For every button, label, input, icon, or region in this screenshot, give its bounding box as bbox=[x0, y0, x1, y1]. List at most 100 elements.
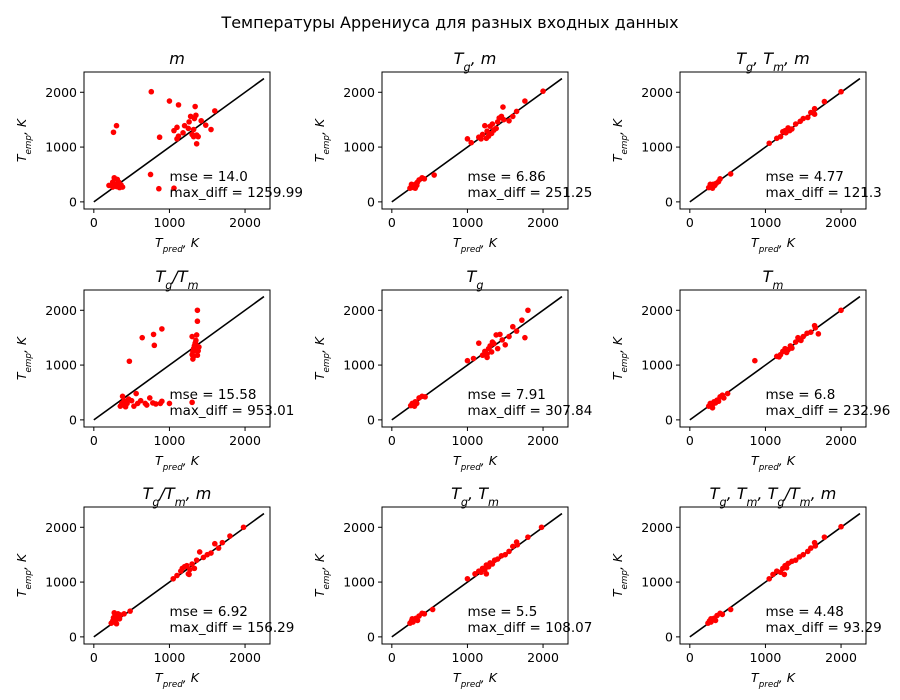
data-point bbox=[196, 549, 203, 555]
data-point bbox=[421, 176, 428, 182]
data-point bbox=[781, 571, 788, 578]
data-point bbox=[500, 116, 507, 123]
data-point bbox=[148, 88, 155, 95]
data-point bbox=[717, 176, 723, 182]
data-point bbox=[193, 341, 199, 348]
data-point bbox=[510, 543, 516, 550]
subplot-title: Tg/Tm, m bbox=[143, 484, 212, 509]
data-point bbox=[215, 545, 222, 551]
y-tick-label: 2000 bbox=[343, 85, 375, 100]
data-point bbox=[192, 103, 198, 110]
y-tick-label: 2000 bbox=[641, 303, 673, 318]
x-tick-label: 2000 bbox=[527, 650, 559, 665]
data-point bbox=[110, 129, 117, 136]
subplot-9: 0 1000 2000 0 1000 2000 Tg, Tm, Tg/Tm, m Tpred,… bbox=[610, 484, 882, 690]
data-point bbox=[727, 171, 734, 177]
y-tick-label: 1000 bbox=[45, 140, 77, 155]
x-axis-label: Tpred, K bbox=[751, 453, 797, 473]
data-point bbox=[522, 334, 528, 341]
data-point bbox=[777, 133, 784, 140]
x-tick-label: 0 bbox=[90, 215, 98, 230]
data-point bbox=[193, 140, 200, 147]
data-point bbox=[494, 345, 501, 352]
x-tick-label: 0 bbox=[388, 433, 396, 448]
subplot-2: 0 1000 2000 0 1000 2000 Tg, m Tpred, K Temp, K ms… bbox=[312, 49, 592, 255]
data-point bbox=[783, 565, 790, 571]
data-point bbox=[429, 606, 436, 613]
data-point bbox=[240, 524, 247, 531]
data-point bbox=[514, 542, 521, 548]
mse-annotation: mse = 7.91 bbox=[467, 387, 545, 403]
data-point bbox=[159, 326, 165, 332]
data-point bbox=[525, 534, 531, 540]
scatter-points bbox=[407, 307, 531, 409]
scatter-points bbox=[705, 88, 844, 191]
y-tick-label: 2000 bbox=[641, 85, 673, 100]
data-point bbox=[719, 611, 726, 618]
data-point bbox=[202, 122, 209, 128]
data-point bbox=[121, 611, 127, 617]
data-point bbox=[146, 395, 153, 401]
data-point bbox=[156, 134, 163, 141]
x-tick-label: 1000 bbox=[452, 433, 484, 448]
x-tick-label: 1000 bbox=[750, 215, 782, 230]
data-point bbox=[198, 117, 204, 124]
x-tick-label: 1000 bbox=[154, 215, 186, 230]
data-point bbox=[414, 617, 421, 624]
y-tick-label: 2000 bbox=[343, 520, 375, 535]
x-tick-label: 0 bbox=[686, 215, 694, 230]
subplot-title: m bbox=[169, 49, 185, 68]
data-point bbox=[522, 98, 528, 104]
data-point bbox=[489, 121, 496, 127]
data-point bbox=[464, 136, 471, 142]
y-axis-label: Temp, K bbox=[14, 335, 34, 380]
data-point bbox=[113, 620, 120, 627]
data-point bbox=[186, 119, 192, 125]
data-point bbox=[175, 102, 182, 108]
data-point bbox=[709, 405, 716, 411]
subplot-3: 0 1000 2000 0 1000 2000 Tg, Tm, m Tpred, K Temp,… bbox=[610, 49, 882, 255]
data-point bbox=[170, 575, 177, 582]
data-point bbox=[838, 88, 844, 95]
mse-annotation: mse = 14.0 bbox=[169, 169, 247, 185]
data-point bbox=[812, 543, 819, 549]
y-axis-label: Temp, K bbox=[312, 552, 332, 597]
data-point bbox=[166, 98, 173, 104]
data-point bbox=[525, 307, 531, 314]
data-point bbox=[190, 356, 196, 362]
y-axis-label: Temp, K bbox=[610, 552, 630, 597]
mse-annotation: mse = 6.8 bbox=[765, 387, 835, 403]
data-point bbox=[792, 121, 799, 127]
data-point bbox=[190, 126, 197, 133]
x-tick-label: 1000 bbox=[750, 650, 782, 665]
subplot-1: 0 1000 2000 0 1000 2000 m Tpred, K Temp, K mse = … bbox=[14, 49, 303, 255]
data-point bbox=[174, 124, 180, 131]
data-point bbox=[513, 328, 520, 334]
scatter-points bbox=[407, 524, 545, 626]
y-axis-label: Temp, K bbox=[312, 335, 332, 380]
subplot-title: Tg/Tm bbox=[156, 267, 199, 292]
data-point bbox=[150, 331, 157, 338]
data-point bbox=[126, 358, 133, 365]
data-point bbox=[484, 354, 490, 361]
subplot-grid: 0 1000 2000 0 1000 2000 m Tpred, K Temp, K mse = … bbox=[14, 49, 890, 690]
data-point bbox=[519, 317, 525, 323]
data-point bbox=[506, 333, 512, 340]
data-point bbox=[193, 557, 200, 563]
y-tick-label: 0 bbox=[69, 629, 77, 644]
data-point bbox=[139, 334, 146, 341]
data-point bbox=[119, 393, 126, 400]
data-point bbox=[707, 181, 714, 188]
data-point bbox=[499, 337, 506, 343]
mse-annotation: mse = 4.48 bbox=[765, 604, 843, 620]
x-tick-label: 2000 bbox=[527, 433, 559, 448]
y-tick-label: 0 bbox=[367, 412, 375, 427]
y-axis-label: Temp, K bbox=[610, 117, 630, 162]
x-tick-label: 2000 bbox=[825, 215, 857, 230]
max-diff-annotation: max_diff = 251.25 bbox=[467, 185, 592, 201]
data-point bbox=[408, 181, 415, 188]
y-tick-label: 2000 bbox=[343, 303, 375, 318]
data-point bbox=[413, 400, 420, 407]
data-point bbox=[792, 339, 799, 345]
data-point bbox=[808, 545, 814, 551]
